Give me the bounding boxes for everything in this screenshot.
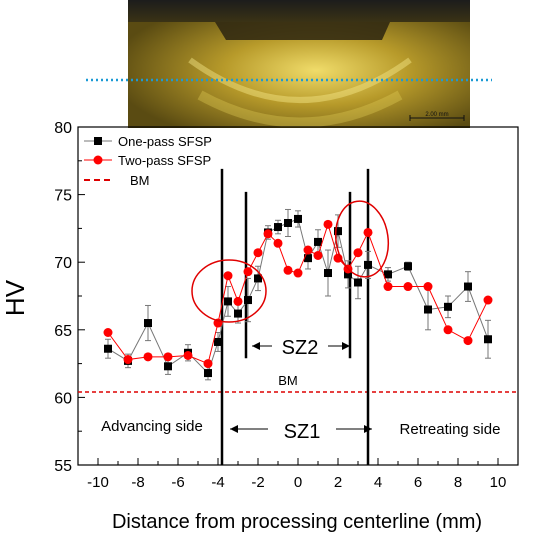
highlight-ellipse-left: [191, 259, 267, 323]
series-line-two-pass: [107, 222, 489, 365]
data-point-two-pass: [293, 268, 303, 278]
data-point-two-pass: [403, 282, 413, 292]
sz2-arrow: [252, 342, 350, 350]
x-tick-label: -10: [87, 474, 109, 491]
legend-label-two-pass: Two-pass SFSP: [118, 153, 211, 168]
data-point-two-pass: [123, 355, 133, 365]
y-tick-labels: 55 60 65 70 75 80: [54, 120, 72, 475]
sz1-arrow: [230, 425, 372, 433]
y-tick-label: 55: [54, 458, 72, 475]
scale-bar-label: 2.00 mm: [425, 112, 448, 118]
data-point-two-pass: [263, 229, 273, 239]
data-point-one-pass: [364, 260, 372, 269]
data-point-two-pass: [143, 352, 153, 362]
x-tick-label: 0: [294, 474, 302, 491]
data-point-two-pass: [443, 325, 453, 335]
data-point-one-pass: [324, 269, 332, 278]
data-point-one-pass: [234, 309, 242, 318]
data-point-two-pass: [363, 227, 373, 237]
advancing-side-label: Advancing side: [101, 418, 203, 435]
x-tick-labels: -10 -8 -6 -4 -2 0 2 4 6 8 10: [87, 474, 506, 491]
data-point-two-pass: [463, 336, 473, 346]
data-point-two-pass: [103, 328, 113, 338]
sz2-label: SZ2: [282, 337, 319, 359]
data-point-one-pass: [244, 296, 252, 305]
data-point-one-pass: [274, 223, 282, 232]
data-point-one-pass: [204, 369, 212, 378]
x-tick-label: 2: [334, 474, 342, 491]
data-point-one-pass: [164, 362, 172, 371]
x-tick-label: 6: [414, 474, 422, 491]
y-tick-label: 70: [54, 255, 72, 272]
data-point-two-pass: [223, 271, 233, 281]
y-tick-label: 60: [54, 390, 72, 407]
data-point-two-pass: [253, 248, 263, 258]
data-point-one-pass: [214, 337, 222, 346]
data-point-two-pass: [383, 282, 393, 292]
data-point-one-pass: [334, 227, 342, 236]
data-point-one-pass: [484, 335, 492, 344]
data-point-two-pass: [423, 282, 433, 292]
data-point-one-pass: [444, 302, 452, 311]
y-tick-label: 75: [54, 188, 72, 205]
micrograph-image: [128, 0, 470, 128]
sz1-label: SZ1: [284, 421, 321, 443]
data-point-one-pass: [284, 218, 292, 227]
highlight-ellipse-right: [334, 200, 390, 278]
legend-label-bm: BM: [130, 173, 150, 188]
series-line-one-pass: [107, 218, 489, 375]
x-tick-label: -2: [251, 474, 264, 491]
data-point-two-pass: [243, 267, 253, 277]
series-one-pass: [104, 208, 492, 381]
bm-annotation: BM: [278, 373, 298, 388]
data-point-two-pass: [273, 238, 283, 248]
data-point-two-pass: [163, 352, 173, 362]
y-tick-label: 80: [54, 120, 72, 137]
retreating-side-label: Retreating side: [400, 421, 501, 438]
legend-item-bm: BM: [84, 173, 150, 188]
x-tick-label: -6: [171, 474, 184, 491]
data-point-two-pass: [283, 265, 293, 275]
x-tick-label: -8: [131, 474, 144, 491]
data-point-two-pass: [183, 350, 193, 360]
data-point-one-pass: [144, 319, 152, 328]
data-point-one-pass: [314, 237, 322, 246]
legend-item-two-pass: Two-pass SFSP: [84, 153, 211, 168]
x-tick-label: 8: [454, 474, 462, 491]
data-point-one-pass: [104, 344, 112, 353]
data-point-one-pass: [304, 254, 312, 263]
data-point-two-pass: [303, 245, 313, 255]
data-point-two-pass: [353, 248, 363, 258]
data-point-one-pass: [294, 214, 302, 223]
data-point-one-pass: [464, 282, 472, 291]
x-tick-label: -4: [211, 474, 224, 491]
axis-ticks: [77, 126, 519, 466]
series-two-pass: [103, 219, 493, 369]
data-point-two-pass: [233, 296, 243, 306]
data-point-one-pass: [424, 305, 432, 314]
data-point-one-pass: [254, 274, 262, 283]
legend-item-one-pass: One-pass SFSP: [84, 134, 212, 149]
x-tick-label: 10: [490, 474, 507, 491]
legend-label-one-pass: One-pass SFSP: [118, 134, 212, 149]
data-point-two-pass: [313, 250, 323, 260]
x-axis-label: Distance from processing centerline (mm): [112, 511, 482, 533]
data-point-one-pass: [384, 270, 392, 279]
data-point-two-pass: [203, 359, 213, 369]
data-point-one-pass: [354, 278, 362, 287]
data-point-one-pass: [344, 270, 352, 279]
data-point-two-pass: [323, 219, 333, 229]
y-tick-label: 65: [54, 323, 72, 340]
x-tick-label: 4: [374, 474, 382, 491]
legend: One-pass SFSP Two-pass SFSP BM: [84, 134, 212, 188]
data-point-one-pass: [224, 297, 232, 306]
y-axis-label: HV: [0, 279, 30, 316]
data-point-two-pass: [483, 295, 493, 305]
data-point-one-pass: [404, 262, 412, 271]
